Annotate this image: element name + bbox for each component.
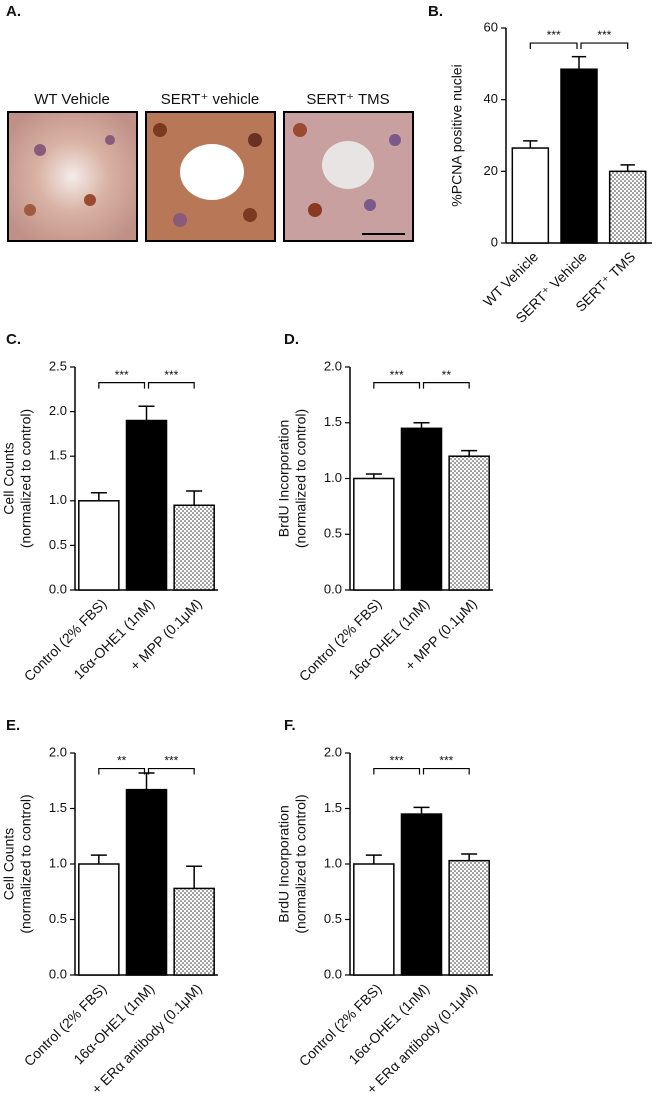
panel-label: E. — [6, 717, 20, 734]
y-tick-label: 0.0 — [324, 581, 342, 596]
y-axis-label: %PCNA positive nuclei — [449, 64, 465, 206]
bar — [78, 500, 120, 591]
significance-bracket — [580, 42, 629, 50]
bar — [448, 859, 490, 976]
significance-bracket — [422, 382, 470, 389]
significance-bracket — [147, 767, 195, 775]
x-tick-label: 16α-OHE1 (1nM) — [345, 980, 432, 1067]
y-tick-label: 0.0 — [49, 966, 67, 981]
micrograph — [7, 111, 138, 242]
y-tick-label: 1.0 — [49, 492, 67, 507]
y-tick-label: 2.0 — [324, 358, 342, 373]
x-tick-label: Control (2% FBS) — [296, 595, 385, 684]
bar — [353, 863, 395, 976]
x-tick-label: Control (2% FBS) — [21, 980, 110, 1069]
x-tick-label: 16α-OHE1 (1nM) — [70, 595, 157, 682]
x-tick-label: Control (2% FBS) — [21, 595, 110, 684]
bar — [400, 427, 443, 591]
y-tick-label: 1.5 — [49, 800, 67, 815]
significance-bracket — [373, 382, 421, 389]
image-label: SERT⁺ vehicle — [161, 91, 260, 108]
panel-label: D. — [284, 331, 299, 348]
y-tick-label: 0.5 — [324, 911, 342, 926]
significance-bracket — [422, 767, 470, 775]
significance-label: *** — [390, 754, 404, 768]
y-tick-label: 1.5 — [324, 414, 342, 429]
bar — [511, 147, 550, 244]
significance-label: *** — [164, 754, 178, 768]
bar — [608, 170, 647, 244]
significance-bracket — [98, 382, 146, 389]
y-tick-label: 0.5 — [49, 911, 67, 926]
x-tick-label: Control (2% FBS) — [296, 980, 385, 1069]
significance-label: *** — [547, 28, 561, 42]
y-axis-label: BrdU Incorporation — [276, 420, 292, 538]
bar — [125, 788, 168, 976]
panel-label: F. — [284, 717, 296, 734]
y-axis-label: (normalized to control) — [293, 794, 309, 933]
y-tick-label: 0.5 — [324, 526, 342, 541]
significance-bracket — [373, 767, 421, 775]
image-label: WT Vehicle — [34, 91, 110, 108]
y-axis-label: (normalized to control) — [18, 409, 34, 548]
significance-label: ** — [442, 368, 452, 382]
micrograph — [283, 111, 414, 242]
y-axis-label: (normalized to control) — [293, 409, 309, 548]
x-tick-label: 16α-OHE1 (1nM) — [70, 980, 157, 1067]
bar — [353, 477, 395, 591]
bar — [78, 863, 120, 976]
y-tick-label: 60 — [484, 19, 498, 34]
y-tick-label: 40 — [484, 91, 498, 106]
y-axis-label: Cell Counts — [1, 442, 17, 514]
significance-label: ** — [117, 754, 127, 768]
y-tick-label: 20 — [484, 163, 498, 178]
x-tick-label: 16α-OHE1 (1nM) — [345, 595, 432, 682]
y-tick-label: 2.0 — [49, 744, 67, 759]
y-tick-label: 1.0 — [324, 470, 342, 485]
y-tick-label: 2.0 — [49, 403, 67, 418]
y-tick-label: 0.0 — [324, 966, 342, 981]
image-label: SERT⁺ TMS — [306, 91, 389, 108]
y-tick-label: 0 — [491, 234, 498, 249]
y-tick-label: 2.0 — [324, 744, 342, 759]
y-tick-label: 1.5 — [324, 800, 342, 815]
significance-bracket — [98, 767, 146, 775]
bar — [400, 813, 443, 976]
significance-label: *** — [390, 368, 404, 382]
y-tick-label: 0.5 — [49, 537, 67, 552]
significance-label: *** — [164, 368, 178, 382]
panel-label: A. — [6, 3, 21, 20]
significance-bracket — [147, 382, 195, 389]
y-axis-label: (normalized to control) — [18, 794, 34, 933]
bar — [173, 504, 215, 591]
y-axis-label: BrdU Incorporation — [276, 805, 292, 923]
significance-label: *** — [439, 754, 453, 768]
panel-label: B. — [428, 3, 443, 20]
y-tick-label: 1.5 — [49, 448, 67, 463]
bar — [560, 68, 598, 244]
y-tick-label: 1.0 — [324, 855, 342, 870]
y-tick-label: 2.5 — [49, 358, 67, 373]
y-axis-label: Cell Counts — [1, 828, 17, 900]
significance-bracket — [529, 42, 578, 50]
y-tick-label: 1.0 — [49, 855, 67, 870]
bar — [173, 887, 215, 976]
significance-label: *** — [597, 28, 611, 42]
micrograph — [145, 111, 276, 242]
y-tick-label: 0.0 — [49, 581, 67, 596]
bar — [125, 419, 168, 591]
significance-label: *** — [115, 368, 129, 382]
bar — [448, 455, 490, 591]
panel-label: C. — [6, 331, 21, 348]
